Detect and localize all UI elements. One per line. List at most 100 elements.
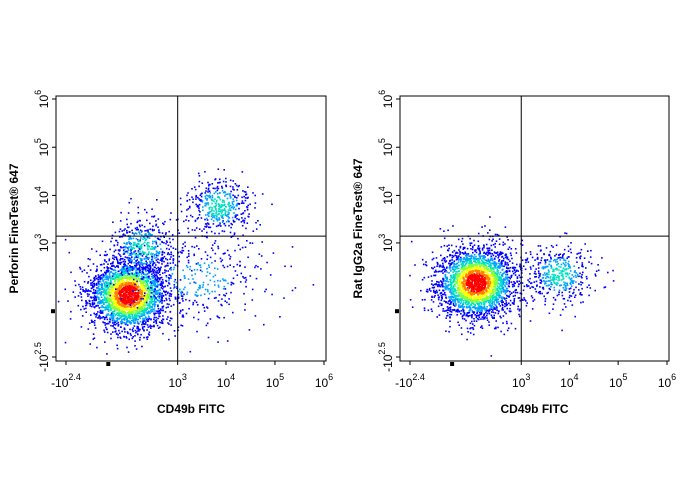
event-dot <box>255 221 257 224</box>
event-dot <box>240 213 243 215</box>
event-dot <box>149 222 151 225</box>
event-dot <box>118 309 121 311</box>
event-dot <box>168 277 170 279</box>
event-dot <box>204 223 207 225</box>
event-dot <box>204 171 206 173</box>
event-dot <box>201 192 203 195</box>
event-dot <box>131 266 133 268</box>
event-dot <box>451 261 454 264</box>
event-dot <box>445 317 447 319</box>
event-dot <box>130 300 132 302</box>
event-dot <box>445 269 447 272</box>
event-dot <box>212 187 215 190</box>
event-dot <box>114 309 116 311</box>
event-dot <box>198 203 201 206</box>
event-dot <box>97 281 99 283</box>
event-dot <box>133 234 136 236</box>
event-dot <box>228 303 230 306</box>
event-dot <box>473 320 476 322</box>
event-dot <box>186 215 188 218</box>
event-dot <box>87 282 89 284</box>
event-dot <box>510 322 513 325</box>
event-dot <box>176 287 178 290</box>
event-dot <box>449 306 452 309</box>
event-dot <box>171 273 174 275</box>
event-dot <box>440 246 443 248</box>
event-dot <box>198 209 200 212</box>
event-dot <box>497 312 500 315</box>
event-dot <box>443 286 446 288</box>
event-dot <box>124 282 127 285</box>
event-dot <box>496 301 498 304</box>
event-dot <box>504 262 507 264</box>
event-dot <box>167 252 169 254</box>
event-dot <box>144 251 147 254</box>
event-dot <box>156 261 159 263</box>
event-dot <box>232 188 234 190</box>
event-dot <box>168 277 170 280</box>
event-dot <box>466 305 468 308</box>
event-dot <box>447 229 449 232</box>
event-dot <box>445 296 447 299</box>
event-dot <box>217 316 219 318</box>
event-dot <box>111 314 114 317</box>
event-dot <box>130 282 132 284</box>
event-dot <box>156 293 159 295</box>
event-dot <box>463 313 466 315</box>
event-dot <box>164 271 166 274</box>
event-dot <box>217 182 219 184</box>
event-dot <box>172 262 174 264</box>
event-dot <box>96 291 98 293</box>
event-dot <box>207 212 209 214</box>
event-dot <box>229 193 232 195</box>
event-dot <box>450 313 453 316</box>
event-dot <box>106 268 109 270</box>
event-dot <box>150 282 153 285</box>
event-dot <box>129 309 132 312</box>
event-dot <box>521 276 523 279</box>
event-dot <box>516 280 518 282</box>
event-dot <box>517 285 520 288</box>
event-dot <box>179 288 181 291</box>
event-dot <box>499 294 502 297</box>
event-dot <box>484 316 487 318</box>
event-dot <box>121 330 123 333</box>
event-dot <box>492 262 494 265</box>
event-dot <box>107 271 109 273</box>
event-dot <box>112 289 115 291</box>
event-dot <box>449 309 451 312</box>
event-dot <box>162 222 164 225</box>
event-dot <box>459 245 462 248</box>
event-dot <box>169 276 172 279</box>
event-dot <box>113 285 116 288</box>
event-dot <box>452 302 455 305</box>
event-dot <box>504 254 506 256</box>
event-dot <box>143 322 146 325</box>
event-dot <box>448 284 450 286</box>
event-dot <box>126 218 128 221</box>
event-dot <box>204 225 206 228</box>
event-dot <box>472 333 475 336</box>
event-dot <box>241 200 244 202</box>
event-dot <box>94 292 96 294</box>
event-dot <box>138 312 141 315</box>
event-dot <box>131 229 133 232</box>
event-dot <box>98 300 100 303</box>
event-dot <box>446 306 449 308</box>
event-dot <box>449 278 451 281</box>
event-dot <box>519 263 521 266</box>
event-dot <box>514 271 516 274</box>
event-dot <box>89 290 91 292</box>
event-dot <box>215 218 218 220</box>
event-dot <box>165 276 168 278</box>
event-dot <box>125 246 128 249</box>
event-dot <box>155 267 158 270</box>
event-dot <box>170 253 173 256</box>
event-dot <box>201 230 203 232</box>
event-dot <box>146 266 148 268</box>
event-dot <box>150 325 153 328</box>
event-dot <box>230 283 233 286</box>
event-dot <box>217 286 220 288</box>
event-dot <box>463 256 465 259</box>
event-dot <box>113 278 116 280</box>
